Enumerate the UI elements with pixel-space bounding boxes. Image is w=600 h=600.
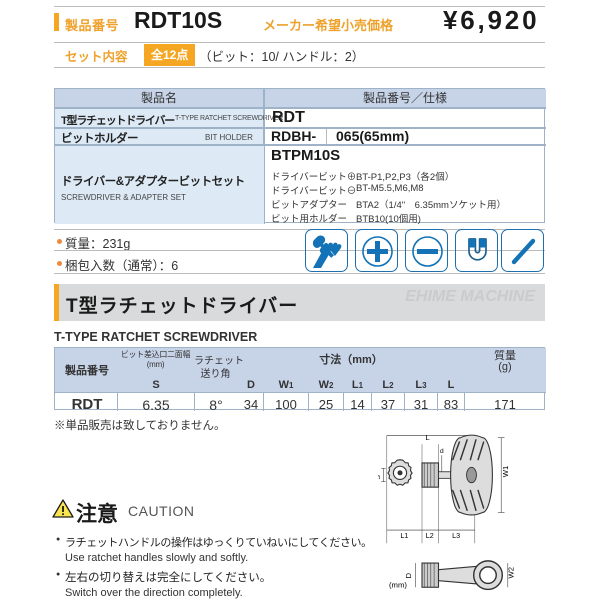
svg-text:(mm): (mm) [389,580,407,589]
svg-text:D: D [404,572,413,578]
svg-text:L3: L3 [452,532,460,540]
svg-text:d: d [440,448,444,455]
svg-text:W2: W2 [506,567,515,579]
svg-text:L2: L2 [426,532,434,540]
svg-text:L: L [425,433,430,442]
svg-text:W1: W1 [501,466,510,478]
svg-text:L1: L1 [400,532,408,540]
svg-text:S: S [378,474,382,479]
